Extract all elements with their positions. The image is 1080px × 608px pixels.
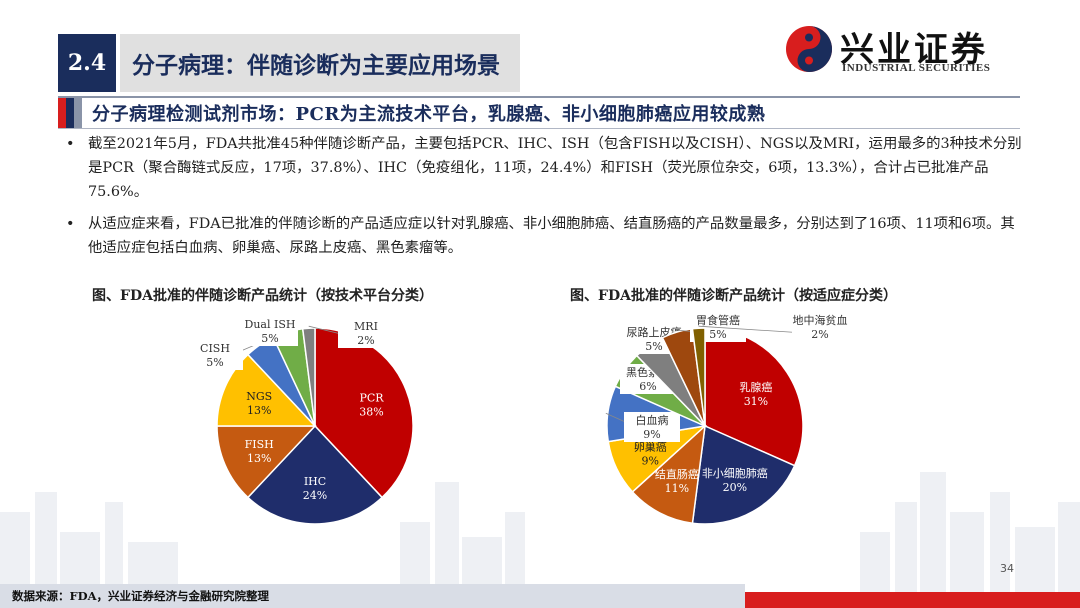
section-title: 分子病理：伴随诊断为主要应用场景 — [120, 34, 520, 92]
pie-chart-indication: 乳腺癌31%非小细胞肺癌20%结直肠癌11%卵巢癌9%白血病9%黑色素瘤6%尿路… — [605, 312, 848, 525]
slice-label: FISH — [245, 438, 274, 451]
bullet-dot: • — [66, 216, 75, 232]
subtitle-bar: 分子病理检测试剂市场：PCR为主流技术平台，乳腺癌、非小细胞肺癌应用较成熟 — [58, 96, 1020, 129]
slice-percent: 2% — [811, 328, 828, 341]
slice-percent: 20% — [723, 481, 747, 494]
slice-label: 白血病 — [636, 413, 669, 427]
slice-percent: 38% — [359, 406, 383, 419]
chart-title-technology: 图、FDA批准的伴随诊断产品统计（按技术平台分类） — [92, 288, 433, 304]
pie-slice-ind-8 — [691, 327, 706, 427]
chart-title-indication: 图、FDA批准的伴随诊断产品统计（按适应症分类） — [570, 288, 897, 304]
accent-bar-red — [58, 98, 66, 128]
footer-bar-red — [745, 592, 1080, 608]
slice-percent: 13% — [247, 404, 271, 417]
slice-percent: 24% — [303, 489, 327, 502]
slice-label: 胃食管癌 — [696, 313, 740, 327]
slice-label: Dual ISH — [245, 318, 296, 331]
data-source-note: 数据来源：FDA，兴业证券经济与金融研究院整理 — [12, 589, 270, 603]
city-skyline-decoration — [0, 472, 1080, 592]
accent-bar-gray — [74, 98, 82, 128]
bullet-text: 从适应症来看，FDA已批准的伴随诊断的产品适应症以针对乳腺癌、非小细胞肺癌、结直… — [88, 216, 1015, 256]
slice-label: 卵巢癌 — [634, 439, 667, 453]
slice-percent: 2% — [357, 334, 374, 347]
slice-label: 乳腺癌 — [739, 380, 772, 394]
bullet-dot: • — [66, 136, 75, 152]
bullet-item: • 从适应症来看，FDA已批准的伴随诊断的产品适应症以针对乳腺癌、非小细胞肺癌、… — [62, 212, 1022, 260]
slice-percent: 6% — [639, 380, 656, 393]
pie-slice-ind-2 — [631, 424, 707, 525]
slice-percent: 9% — [643, 428, 660, 441]
slice-label: MRI — [354, 320, 378, 333]
logo-swirl-icon — [786, 26, 832, 72]
source-background — [0, 584, 745, 608]
label-background — [187, 340, 243, 370]
slice-percent: 31% — [744, 395, 768, 408]
bullet-text: 截至2021年5月，FDA共批准45种伴随诊断产品，主要包括PCR、IHC、IS… — [88, 136, 1022, 200]
section-number: 2.4 — [58, 34, 116, 92]
label-background — [624, 412, 680, 442]
label-background — [792, 312, 848, 342]
label-background — [338, 318, 394, 348]
slice-label: 结直肠癌 — [655, 467, 699, 481]
slice-percent: 5% — [645, 340, 662, 353]
pie-slice-ind-1 — [691, 424, 796, 525]
page-number: 34 — [1000, 562, 1014, 575]
slice-percent: 5% — [261, 332, 278, 345]
company-logo: 兴业证券 INDUSTRIAL SECURITIES — [784, 20, 1024, 80]
slice-label: IHC — [304, 475, 326, 488]
slice-label: 非小细胞肺癌 — [702, 466, 768, 480]
slice-label: PCR — [359, 392, 384, 405]
pie-slice-tech-1 — [246, 424, 384, 525]
accent-bar-navy — [66, 98, 74, 128]
slice-label: 地中海贫血 — [793, 313, 848, 327]
logo-english-name: INDUSTRIAL SECURITIES — [842, 62, 991, 74]
slice-percent: 9% — [642, 454, 659, 467]
slice-percent: 13% — [247, 452, 271, 465]
accent-bars — [58, 98, 82, 128]
bullet-item: • 截至2021年5月，FDA共批准45种伴随诊断产品，主要包括PCR、IHC、… — [62, 132, 1022, 204]
bullet-list: • 截至2021年5月，FDA共批准45种伴随诊断产品，主要包括PCR、IHC、… — [62, 132, 1022, 268]
slice-percent: 5% — [709, 328, 726, 341]
slice-label: CISH — [200, 342, 230, 355]
logo-chinese-name: 兴业证券 — [840, 30, 988, 70]
pie-slice-tech-3 — [216, 353, 317, 427]
slice-percent: 11% — [665, 482, 689, 495]
pie-slice-tech-2 — [216, 425, 317, 499]
section-header: 2.4 分子病理：伴随诊断为主要应用场景 — [58, 34, 520, 92]
subtitle-text: 分子病理检测试剂市场：PCR为主流技术平台，乳腺癌、非小细胞肺癌应用较成熟 — [92, 104, 766, 125]
label-background — [242, 316, 298, 346]
slice-percent: 5% — [206, 356, 223, 369]
slice-label: NGS — [246, 390, 272, 403]
